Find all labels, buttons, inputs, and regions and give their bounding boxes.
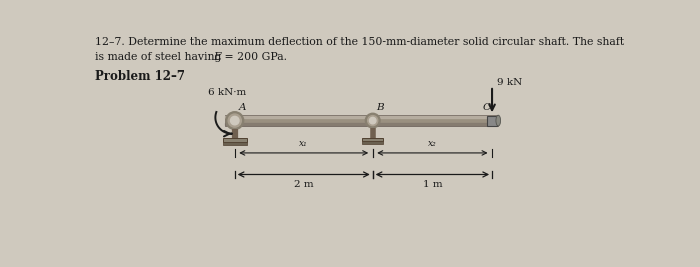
Bar bbox=[225, 115, 498, 126]
Text: 9 kN: 9 kN bbox=[497, 78, 522, 87]
Ellipse shape bbox=[496, 115, 500, 126]
Text: Problem 12–7: Problem 12–7 bbox=[95, 70, 186, 83]
Bar bbox=[223, 142, 247, 145]
Text: is made of steel having: is made of steel having bbox=[95, 52, 225, 62]
Text: x₁: x₁ bbox=[300, 139, 308, 148]
Text: E: E bbox=[213, 52, 221, 62]
Text: B: B bbox=[377, 103, 384, 112]
Text: A: A bbox=[239, 103, 246, 112]
Bar bbox=[223, 138, 247, 142]
Text: x₂: x₂ bbox=[428, 139, 437, 148]
Text: = 200 GPa.: = 200 GPa. bbox=[220, 52, 287, 62]
Circle shape bbox=[370, 117, 376, 124]
Text: 12–7. Determine the maximum deflection of the 150-mm-diameter solid circular sha: 12–7. Determine the maximum deflection o… bbox=[95, 37, 624, 48]
Text: C: C bbox=[482, 103, 491, 112]
Circle shape bbox=[365, 113, 380, 128]
Text: 1 m: 1 m bbox=[423, 180, 442, 189]
Bar bbox=[362, 141, 383, 144]
Text: 6 kN·m: 6 kN·m bbox=[208, 88, 246, 97]
Bar bbox=[362, 138, 383, 142]
Circle shape bbox=[228, 114, 242, 127]
Circle shape bbox=[230, 116, 239, 125]
Circle shape bbox=[226, 112, 244, 129]
Circle shape bbox=[368, 116, 378, 125]
Bar bbox=[487, 116, 497, 125]
Text: 2 m: 2 m bbox=[294, 180, 314, 189]
